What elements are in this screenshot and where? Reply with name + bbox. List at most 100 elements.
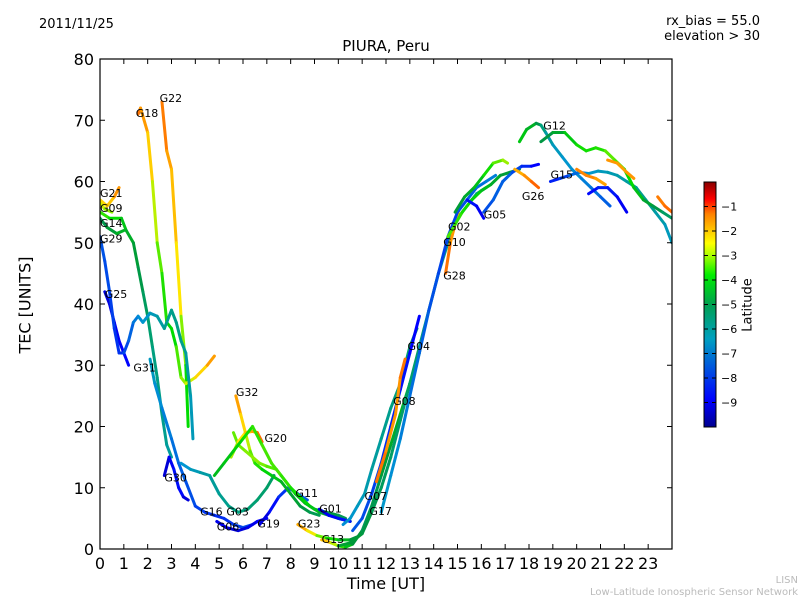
series-segment: [184, 351, 193, 398]
series-segment: [324, 536, 340, 542]
series-segment: [112, 186, 121, 199]
series-segment: [160, 271, 169, 324]
series-segment: [227, 504, 240, 514]
series-segment: [100, 235, 107, 263]
series-segment: [484, 173, 498, 183]
series-segment: [224, 526, 240, 533]
series-segment: [184, 363, 190, 428]
series-segment: [208, 474, 221, 496]
x-tick-label: 23: [638, 554, 658, 573]
satellite-label: G02: [448, 221, 471, 234]
series-g14: [100, 210, 173, 459]
series-segment: [389, 418, 402, 459]
satellite-label: G07: [365, 490, 388, 503]
series-segment: [379, 443, 393, 477]
series-segment: [417, 308, 431, 355]
series-segment: [563, 131, 579, 147]
satellite-label: G15: [550, 168, 573, 181]
satellite-label: G23: [298, 518, 321, 531]
series-g15b: [539, 131, 672, 220]
series-segment: [348, 532, 364, 545]
series-segment: [279, 474, 293, 490]
series-segment: [239, 412, 247, 435]
series-segment: [360, 510, 374, 536]
series-segment: [100, 210, 112, 220]
series-segment: [594, 176, 607, 187]
series-segment: [165, 443, 173, 459]
y-tick-label: 30: [74, 356, 94, 375]
colorbar-tick-label: −9: [721, 397, 737, 410]
series-g15e: [606, 158, 636, 180]
series-segment: [267, 495, 281, 514]
series-segment: [136, 265, 145, 294]
series-segment: [327, 513, 340, 520]
series-segment: [336, 541, 352, 548]
series-g05b: [465, 198, 486, 220]
series-segment: [465, 186, 479, 202]
series-segment: [124, 229, 135, 245]
series-segment: [558, 173, 572, 180]
y-tick-label: 0: [84, 540, 94, 559]
series-segment: [544, 131, 555, 147]
y-tick-label: 70: [74, 111, 94, 130]
colorbar: −1 −2 −3 −4 −5 −6 −7 −8 −9: [703, 181, 737, 428]
series-segment: [379, 474, 393, 514]
series-segment: [599, 195, 612, 208]
colorbar-tick-label: −2: [721, 225, 737, 238]
series-segment: [231, 437, 245, 453]
series-segment: [656, 195, 667, 208]
series-g08: [374, 357, 407, 484]
series-segment: [336, 513, 347, 520]
series-segment: [398, 351, 412, 392]
satellite-label: G04: [407, 340, 430, 353]
series-segment: [427, 271, 440, 312]
x-tick-label: 10: [328, 554, 348, 573]
series-g31: [100, 235, 195, 441]
series-layer: [100, 100, 672, 549]
series-segment: [100, 198, 109, 208]
series-segment: [489, 173, 502, 187]
series-segment: [632, 186, 645, 202]
satellite-label: G18: [136, 107, 159, 120]
series-segment: [103, 290, 112, 306]
series-segment: [246, 519, 259, 530]
series-segment: [408, 345, 421, 386]
series-segment: [298, 504, 312, 514]
series-segment: [351, 516, 364, 533]
elevation-note: elevation > 30: [664, 29, 760, 44]
series-segment: [370, 437, 383, 471]
series-g29: [100, 216, 126, 236]
series-segment: [251, 425, 264, 447]
series-segment: [475, 180, 488, 190]
satellite-label: G01: [319, 502, 342, 515]
series-segment: [579, 176, 593, 190]
series-segment: [212, 461, 226, 477]
satellite-label: G11: [295, 487, 318, 500]
series-segment: [398, 382, 412, 422]
y-tick-label: 40: [74, 295, 94, 314]
series-segment: [162, 455, 171, 477]
satellite-label: G31: [133, 361, 156, 374]
series-segment: [270, 461, 283, 477]
series-segment: [105, 195, 116, 208]
y-tick-label: 10: [74, 479, 94, 498]
series-segment: [446, 222, 457, 239]
series-segment: [177, 486, 185, 499]
satellite-label: G09: [100, 202, 123, 215]
series-segment: [398, 357, 407, 379]
series-segment: [584, 173, 598, 180]
series-segment: [289, 486, 302, 499]
series-segment: [174, 320, 183, 343]
series-segment: [174, 241, 183, 318]
series-segment: [231, 523, 245, 530]
series-segment: [315, 534, 328, 540]
x-tick-label: 18: [519, 554, 539, 573]
series-segment: [548, 176, 562, 183]
series-segment: [651, 204, 664, 214]
series-segment: [615, 195, 629, 214]
x-tick-label: 3: [166, 554, 176, 573]
series-segment: [189, 394, 195, 441]
series-segment: [491, 180, 505, 202]
satellite-label: G14: [100, 217, 123, 230]
